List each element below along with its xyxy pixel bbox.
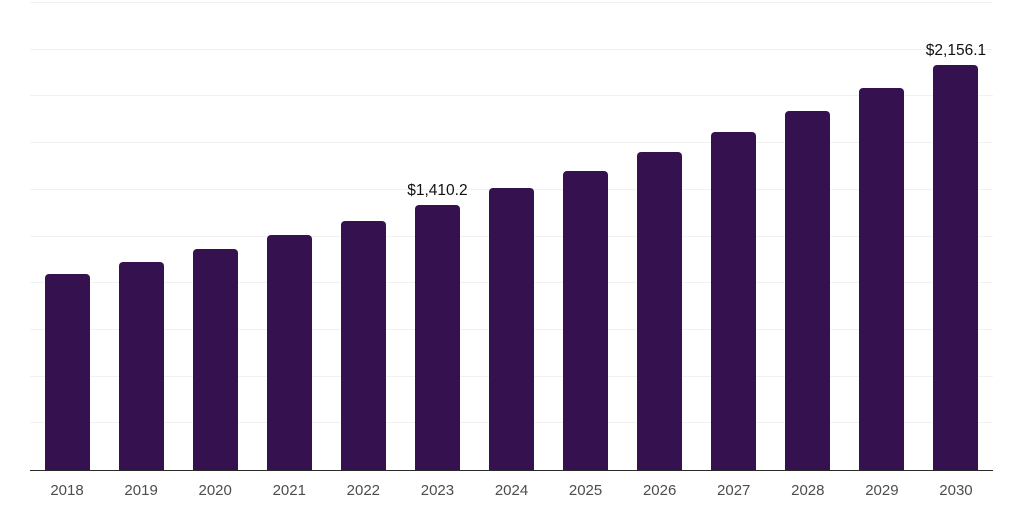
x-tick-label: 2020: [198, 482, 232, 499]
x-tick-label: 2027: [717, 482, 751, 499]
plot-area: $1,410.2 $2,156.1: [30, 0, 993, 471]
x-tick-label: 2018: [50, 482, 84, 499]
bar-2025: [563, 170, 609, 470]
x-tick-label: 2022: [346, 482, 381, 499]
bar-2026: [637, 151, 683, 470]
x-tick-label: 2026: [642, 482, 677, 499]
x-tick-label: 2023: [420, 482, 455, 499]
bar-2023: [414, 204, 460, 470]
x-tick-label: 2030: [939, 482, 973, 499]
bar-2018: [44, 274, 90, 470]
gridline: [30, 95, 993, 97]
bar-2027: [711, 131, 757, 470]
x-tick-label: 2025: [568, 482, 603, 499]
bar-2030: [933, 64, 979, 470]
x-tick-label: 2029: [865, 482, 899, 499]
bar-value-label: $2,156.1: [925, 41, 987, 59]
bar-2024: [489, 188, 534, 470]
x-tick-label: 2024: [494, 482, 529, 499]
bar-value-label: $1,410.2: [407, 181, 468, 199]
x-tick-label: 2019: [124, 482, 158, 499]
gridline: [30, 142, 993, 144]
x-tick-label: 2028: [791, 482, 825, 499]
bar-2029: [859, 88, 905, 470]
bar-2020: [192, 249, 238, 470]
bar-2019: [118, 262, 164, 470]
x-tick-label: 2021: [272, 482, 306, 499]
gridline: [30, 2, 993, 3]
bar-2022: [340, 220, 386, 470]
gridline: [30, 48, 993, 50]
bar-2021: [266, 235, 312, 470]
bar-2028: [785, 110, 831, 470]
